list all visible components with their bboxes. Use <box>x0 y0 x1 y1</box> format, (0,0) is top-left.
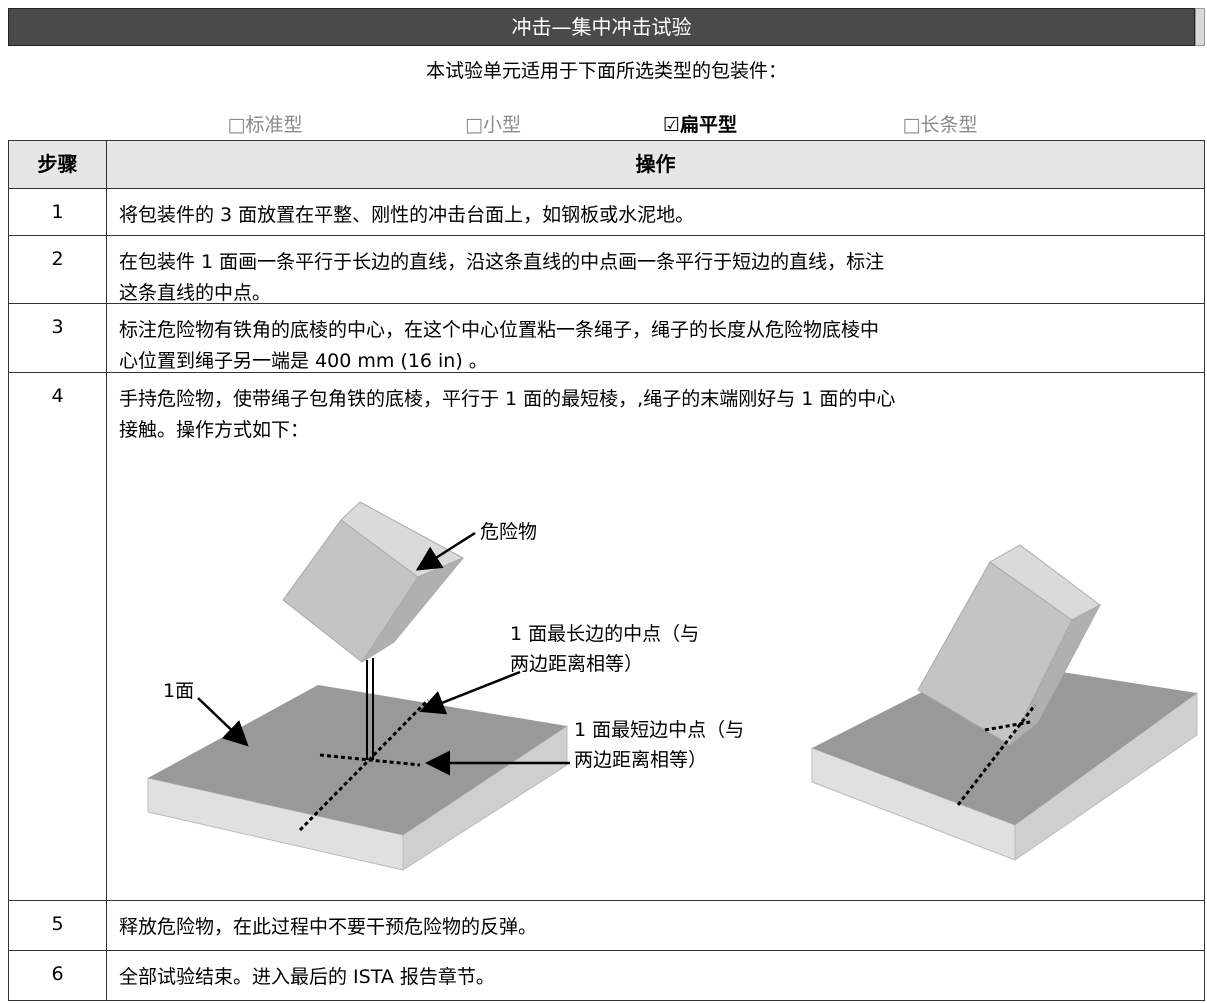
title-bar: 冲击—集中冲击试验 <box>8 8 1195 46</box>
step-text: 释放危险物，在此过程中不要干预危险物的反弹。 <box>119 916 538 938</box>
step-text: 标注危险物有铁角的底棱的中心，在这个中心位置粘一条绳子，绳子的长度从危险物底棱中 <box>119 319 880 341</box>
figure-label: 1 面最短边中点（与 <box>574 719 744 741</box>
step-text: 在包装件 1 面画一条平行于长边的直线，沿这条直线的中点画一条平行于短边的直线，… <box>119 251 885 273</box>
step-text: 心位置到绳子另一端是 400 mm (16 in) 。 <box>119 350 488 372</box>
header-cell: 步骤 <box>8 140 107 189</box>
content-cell <box>106 950 1205 1001</box>
type-option: □标准型 <box>227 114 303 136</box>
header-cell: 操作 <box>106 140 1205 189</box>
step-text: 手持危险物，使带绳子包角铁的底棱，平行于 1 面的最短棱，,绳子的末端刚好与 1… <box>119 388 896 410</box>
type-option: ☑扁平型 <box>662 114 738 136</box>
type-option: □长条型 <box>902 114 978 136</box>
step-text: 将包装件的 3 面放置在平整、刚性的冲击台面上，如钢板或水泥地。 <box>119 204 695 226</box>
step-text: 这条直线的中点。 <box>119 282 272 304</box>
title: 冲击—集中冲击试验 <box>511 15 692 39</box>
intro: 本试验单元适用于下面所选类型的包装件： <box>425 60 787 82</box>
type-option: □小型 <box>465 114 521 136</box>
step-text: 接触。操作方式如下： <box>119 419 310 441</box>
figure-label: 危险物 <box>480 521 537 543</box>
figure-label: 两边距离相等） <box>574 749 707 771</box>
title-edge <box>1195 8 1205 46</box>
arrow <box>197 697 249 747</box>
dashed-line <box>319 753 421 767</box>
dashed-line <box>984 720 1031 732</box>
dashed-line <box>956 704 1037 806</box>
slab-side <box>1014 692 1198 861</box>
figure-label: 1 面最长边的中点（与 <box>510 623 699 645</box>
dashed-line <box>298 698 430 832</box>
cube-face <box>361 557 464 663</box>
figure-label: 1面 <box>163 680 194 702</box>
figure-label: 两边距离相等） <box>510 653 643 675</box>
arrow <box>419 670 521 715</box>
step-text: 全部试验结束。进入最后的 ISTA 报告章节。 <box>119 966 495 988</box>
arrow <box>415 531 476 571</box>
